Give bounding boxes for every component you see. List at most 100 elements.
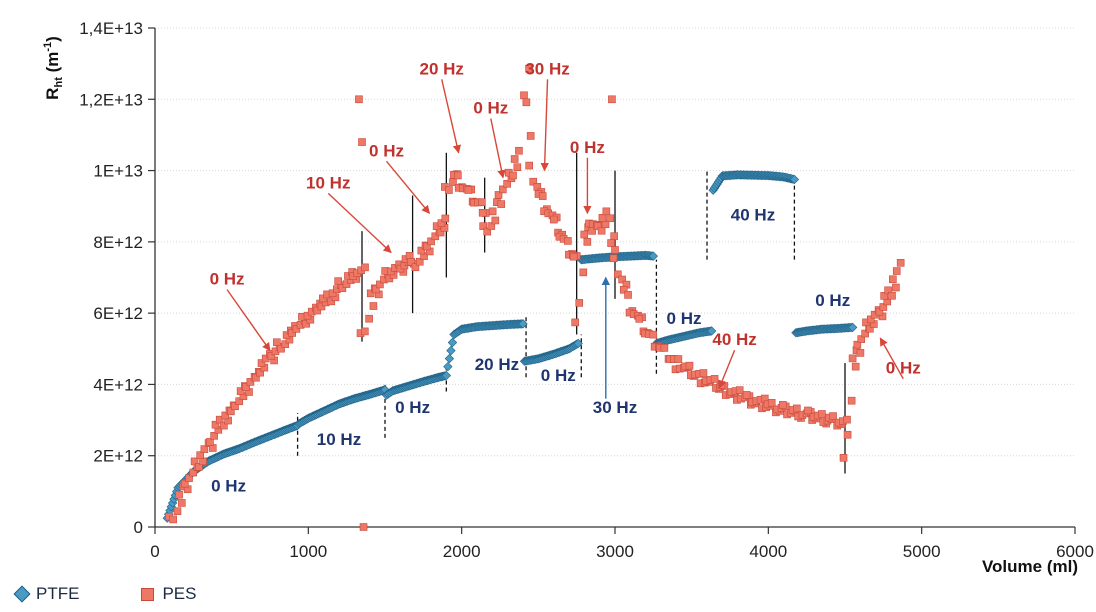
pes-point: [355, 95, 363, 104]
pes-point: [366, 289, 375, 298]
pes-point: [200, 445, 209, 453]
pes-point: [210, 432, 218, 440]
pes-point: [235, 397, 244, 406]
pes-point: [267, 352, 276, 360]
pes-point: [478, 198, 486, 207]
pes-point: [206, 438, 214, 446]
annotation-label: 20 Hz: [420, 59, 464, 78]
pes-point: [491, 216, 500, 225]
pes-point: [611, 246, 619, 254]
x-tick-label: 5000: [903, 542, 941, 561]
y-tick-labels: 0 2E+12 4E+12 6E+12 8E+12 1E+13 1,2E+13 1,4E+13: [79, 19, 155, 537]
pes-point: [503, 180, 511, 188]
annotation-label: 20 Hz: [475, 355, 519, 374]
pes-point: [436, 228, 445, 237]
annotation-label: 30 Hz: [593, 398, 637, 417]
ptfe-point: [648, 251, 659, 261]
pes-point: [564, 237, 572, 245]
pes-point: [369, 302, 378, 310]
y-tick-label: 1E+13: [93, 162, 143, 181]
pes-point: [327, 297, 336, 306]
ptfe-point: [446, 345, 456, 356]
pes-point: [649, 330, 658, 339]
pes-point: [866, 324, 874, 333]
annotation-label: 10 Hz: [306, 173, 350, 192]
pes-point: [847, 396, 856, 405]
pes-point: [526, 132, 535, 140]
pes-point: [839, 454, 848, 462]
pes-point: [699, 369, 708, 377]
y-axis-title-unit-close: ): [43, 36, 62, 42]
frequency-annotations: 0 Hz 10 Hz 0 Hz 20 Hz 0 Hz 30 Hz 0 Hz 40 Hz 0 Hz…: [210, 59, 921, 495]
pes-point: [173, 507, 182, 515]
pes-point: [635, 315, 644, 323]
pes-point: [520, 91, 528, 100]
pes-point: [445, 186, 453, 194]
annotation-label: 10 Hz: [317, 430, 361, 449]
pes-point: [277, 344, 285, 353]
ptfe-point: [441, 370, 452, 381]
pes-point: [415, 257, 424, 266]
pes-point: [866, 315, 875, 324]
pes-point: [221, 411, 230, 420]
pes-point: [407, 258, 415, 266]
pes-point: [538, 192, 547, 200]
pes-point: [423, 242, 431, 251]
pes-point: [818, 410, 826, 418]
pes-point: [843, 415, 851, 424]
y-axis-title-subscript: ht: [53, 77, 65, 88]
pes-point: [843, 430, 852, 439]
pes-point: [583, 238, 592, 246]
pes-point: [597, 226, 606, 235]
ptfe-point: [573, 338, 583, 349]
pes-point: [513, 163, 522, 172]
pes-point: [494, 191, 503, 199]
annotation-label: 0 Hz: [570, 138, 605, 157]
data-series: [162, 64, 905, 531]
pes-point: [579, 268, 588, 277]
series-pes: [165, 64, 905, 531]
pes-point: [342, 280, 351, 288]
annotation-arrow: [490, 118, 506, 179]
annotation-label: 0 Hz: [667, 309, 702, 328]
annotation-label: 40 Hz: [712, 330, 756, 349]
x-tick-label: 1000: [289, 542, 327, 561]
pes-point: [879, 303, 888, 311]
pes-point: [242, 383, 250, 391]
pes-point: [358, 138, 366, 146]
pes-point: [569, 252, 578, 261]
annotation-label: 0 Hz: [211, 476, 246, 495]
pes-point: [861, 329, 869, 338]
pes-point: [281, 340, 290, 348]
pes-point: [550, 215, 558, 224]
y-tick-label: 1,2E+13: [79, 90, 143, 109]
pes-point: [227, 407, 235, 416]
pes-point: [580, 230, 589, 239]
y-tick-label: 0: [134, 518, 143, 537]
pes-point: [767, 399, 776, 407]
pes-point: [619, 285, 628, 294]
pes-point: [359, 523, 368, 531]
x-axis-title: Volume (ml): [982, 557, 1078, 576]
pes-point: [857, 335, 866, 343]
pes-point: [365, 314, 373, 323]
x-tick-labels: 0 1000 2000 3000 4000 5000 6000: [150, 527, 1094, 561]
pes-point: [779, 401, 787, 409]
pes-point: [896, 259, 905, 267]
pes-point: [880, 292, 888, 300]
annotation-arrow: [718, 349, 736, 389]
annotation-label: 40 Hz: [731, 205, 775, 224]
pes-point: [875, 307, 884, 316]
pes-point: [189, 468, 198, 477]
ptfe-point: [706, 326, 717, 336]
pes-point: [525, 64, 533, 73]
pes-point: [411, 263, 420, 272]
y-tick-label: 6E+12: [93, 304, 143, 323]
pes-point: [515, 146, 523, 155]
annotation-label: 0 Hz: [815, 291, 850, 310]
pes-point: [892, 283, 900, 292]
phase-dividers: [296, 152, 846, 474]
pes-point: [313, 306, 322, 315]
y-axis-title-unit-open: (m: [43, 52, 62, 78]
